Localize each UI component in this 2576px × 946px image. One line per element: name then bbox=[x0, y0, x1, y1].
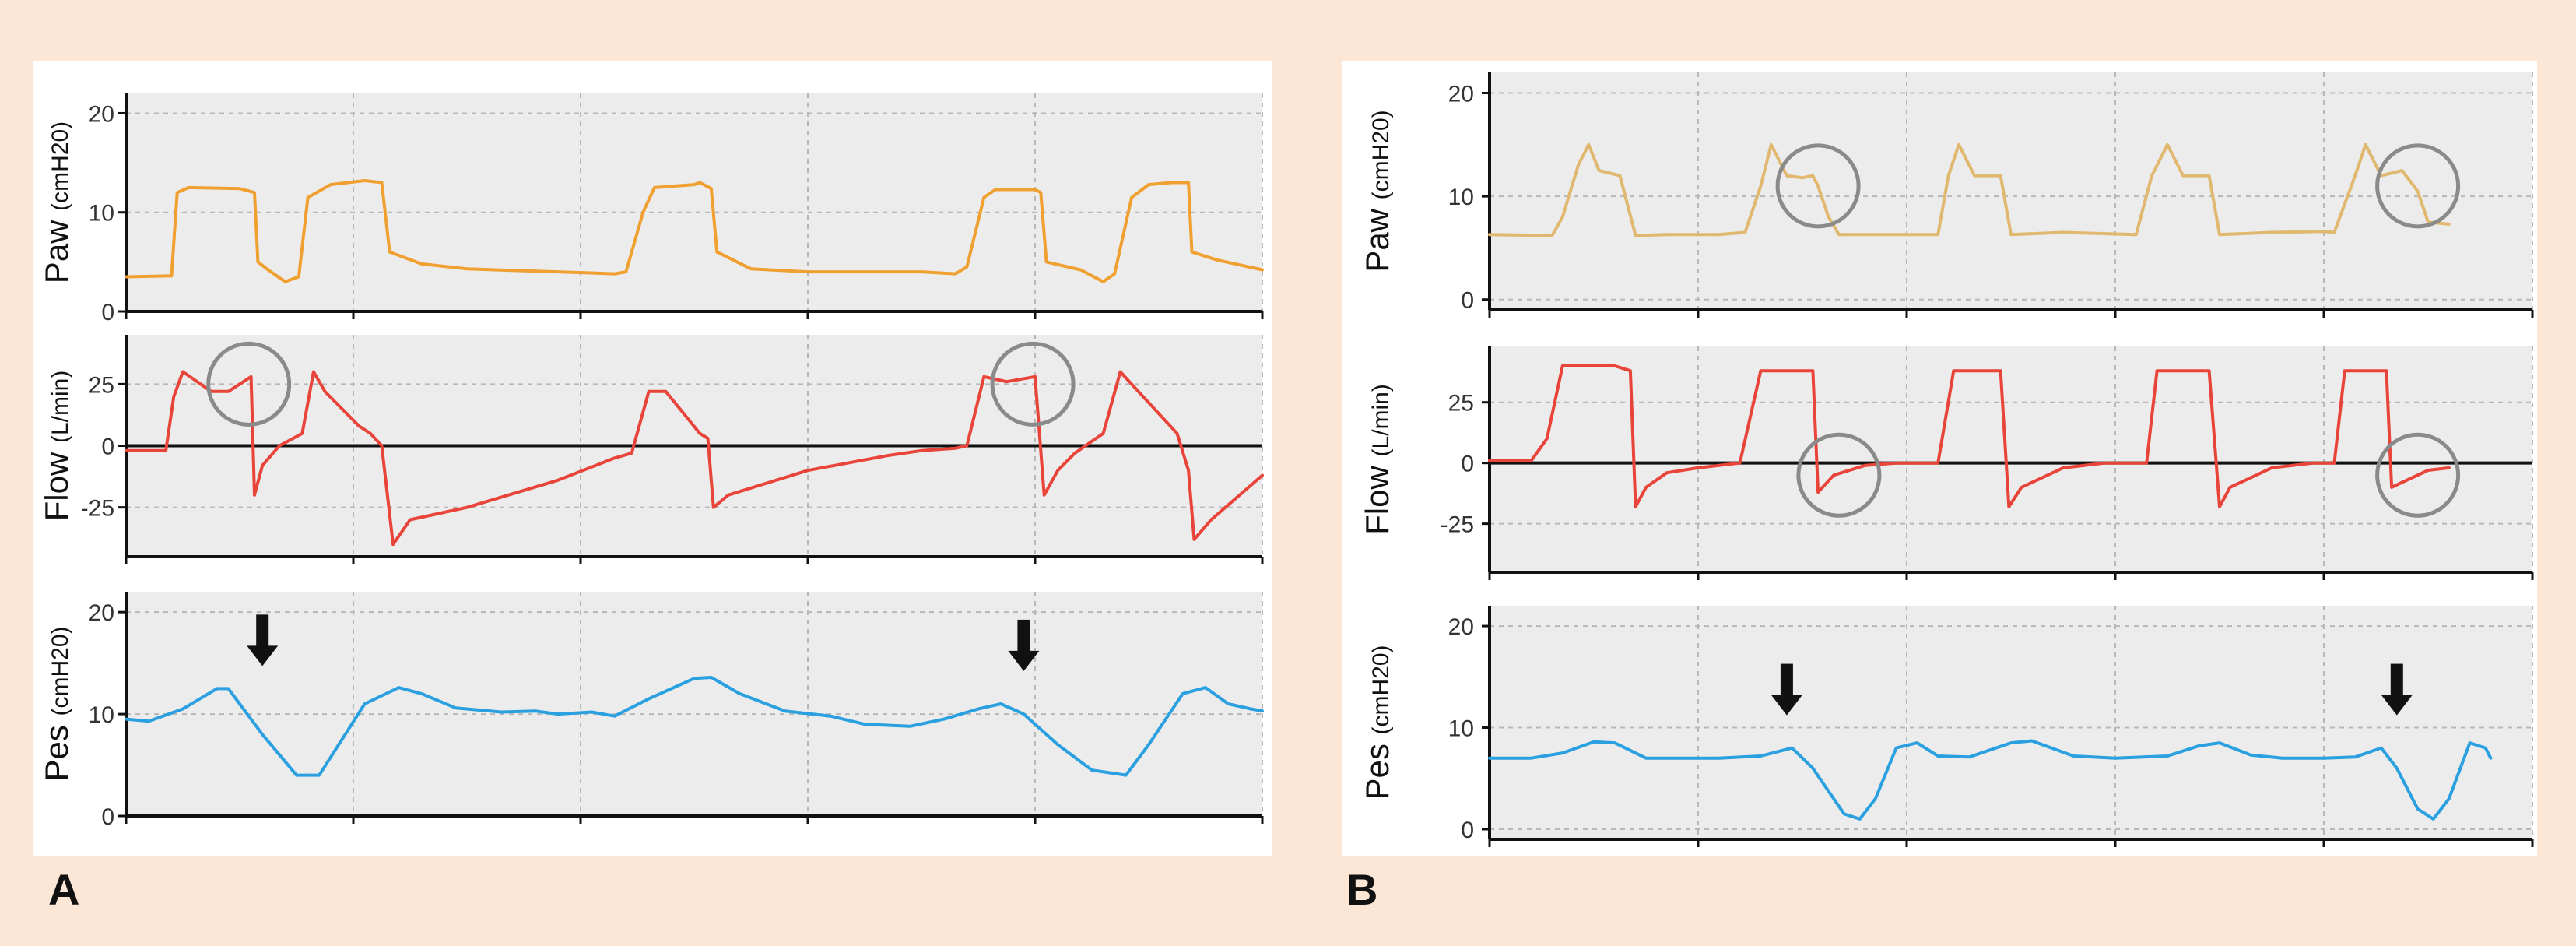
y-tick-label: 20 bbox=[89, 600, 114, 626]
y-tick-label: 25 bbox=[1448, 391, 1474, 417]
arrow-down-icon bbox=[2381, 663, 2413, 716]
axis-label-unit: (cmH20) bbox=[47, 121, 73, 211]
arrow-shaft bbox=[1017, 619, 1030, 652]
arrow-head bbox=[1771, 695, 1802, 716]
arrow-shaft bbox=[1780, 663, 1793, 697]
panel-a: 0 10 20 Paw (cmH20) -25 0 25 Flow (L/min) 0 10 20 P… bbox=[33, 61, 1272, 856]
subplot-pes: 0 10 20 Pes (cmH20) bbox=[1359, 606, 2534, 847]
y-tick-label: -25 bbox=[1441, 512, 1474, 538]
axis-label-main: Paw bbox=[1359, 199, 1395, 272]
plot-background bbox=[126, 592, 1262, 816]
highlight-circle bbox=[2375, 143, 2461, 229]
arrow-head bbox=[1008, 650, 1040, 671]
axis-label-unit: (L/min) bbox=[1368, 384, 1394, 456]
y-tick-label: 0 bbox=[101, 300, 114, 325]
panel-b: 0 10 20 Paw (cmH20) -25 0 25 Flow (L/min) 0 10 20 P… bbox=[1342, 61, 2537, 856]
highlight-circle bbox=[990, 341, 1076, 427]
subplot-flow: -25 0 25 Flow (L/min) bbox=[38, 335, 1264, 564]
axis-label-main: Pes bbox=[38, 716, 75, 781]
y-tick-label: 20 bbox=[89, 101, 114, 127]
y-tick-label: 0 bbox=[1461, 452, 1474, 477]
flow-axis-label: Flow (L/min) bbox=[1359, 384, 1395, 535]
highlight-circle bbox=[1796, 432, 1882, 518]
plot-background bbox=[1490, 72, 2532, 310]
arrow-down-icon bbox=[1008, 619, 1040, 671]
highlight-circle bbox=[1775, 143, 1861, 229]
y-tick-label: 20 bbox=[1448, 82, 1474, 107]
pes-series-line bbox=[125, 676, 1264, 777]
arrow-down-icon bbox=[247, 614, 279, 666]
pes-axis-label: Pes (cmH20) bbox=[1359, 645, 1395, 800]
panel-label-b: B bbox=[1346, 865, 1378, 914]
arrow-head bbox=[247, 645, 279, 666]
panel-label-a: A bbox=[48, 865, 80, 914]
pes-series-line bbox=[1488, 739, 2493, 821]
axis-label-unit: (cmH20) bbox=[47, 626, 73, 716]
axis-label-main: Pes bbox=[1359, 734, 1395, 800]
subplot-pes: 0 10 20 Pes (cmH20) bbox=[38, 592, 1264, 830]
highlight-circle bbox=[2375, 432, 2461, 518]
axis-label-main: Paw bbox=[38, 211, 75, 283]
plot-background bbox=[1490, 606, 2532, 839]
panel-a-chart: 0 10 20 Paw (cmH20) -25 0 25 Flow (L/min) 0 10 20 P… bbox=[38, 93, 1264, 830]
flow-series-line bbox=[1488, 364, 2451, 508]
y-tick-label: 10 bbox=[1448, 716, 1474, 742]
y-tick-label: 10 bbox=[1448, 185, 1474, 210]
highlight-circle bbox=[206, 341, 292, 427]
paw-series-line bbox=[125, 179, 1264, 283]
plot-background bbox=[1490, 346, 2532, 572]
y-tick-label: 0 bbox=[1461, 818, 1474, 843]
axis-label-unit: (L/min) bbox=[47, 371, 73, 443]
arrow-shaft bbox=[2390, 663, 2403, 697]
arrow-shaft bbox=[256, 614, 269, 648]
y-tick-label: 0 bbox=[101, 434, 114, 460]
axis-label-main: Flow bbox=[38, 443, 75, 521]
paw-axis-label: Paw (cmH20) bbox=[38, 121, 75, 283]
paw-series-line bbox=[1488, 142, 2451, 237]
y-tick-label: 10 bbox=[89, 702, 114, 728]
y-tick-label: 0 bbox=[101, 804, 114, 830]
subplot-paw: 0 10 20 Paw (cmH20) bbox=[1359, 72, 2534, 318]
subplot-flow: -25 0 25 Flow (L/min) bbox=[1359, 346, 2534, 580]
paw-axis-label: Paw (cmH20) bbox=[1359, 110, 1395, 272]
y-tick-label: 20 bbox=[1448, 614, 1474, 640]
arrow-down-icon bbox=[1771, 663, 1802, 716]
subplot-paw: 0 10 20 Paw (cmH20) bbox=[38, 93, 1264, 325]
flow-series-line bbox=[125, 370, 1264, 547]
y-tick-label: 10 bbox=[89, 201, 114, 227]
axis-label-main: Flow bbox=[1359, 456, 1395, 534]
pes-axis-label: Pes (cmH20) bbox=[38, 626, 75, 781]
axis-label-unit: (cmH20) bbox=[1368, 110, 1394, 199]
plot-background bbox=[126, 93, 1262, 311]
y-tick-label: -25 bbox=[81, 496, 114, 522]
y-tick-label: 0 bbox=[1461, 288, 1474, 314]
arrow-head bbox=[2381, 695, 2413, 716]
panel-b-chart: 0 10 20 Paw (cmH20) -25 0 25 Flow (L/min) 0 10 20 P… bbox=[1359, 72, 2534, 847]
flow-axis-label: Flow (L/min) bbox=[38, 371, 75, 522]
y-tick-label: 25 bbox=[89, 372, 114, 398]
axis-label-unit: (cmH20) bbox=[1368, 645, 1394, 734]
